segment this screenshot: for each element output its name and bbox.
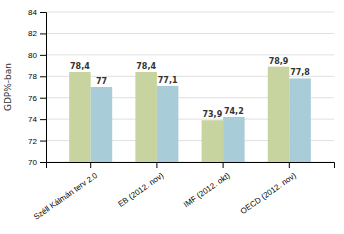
grid-line xyxy=(46,12,334,13)
y-tick: 80 xyxy=(28,51,46,60)
data-labels: 78,4 78,4 73,9 78,9 77 77,1 74,2 77,8 xyxy=(70,57,310,120)
y-tick-mark xyxy=(40,119,46,120)
y-tick-mark xyxy=(40,55,46,56)
chart: 78,4 78,4 73,9 78,9 77 77,1 74,2 77,8 70 72 74 76 78… xyxy=(0,0,344,234)
x-tick-mark xyxy=(289,162,290,168)
bar-series xyxy=(91,78,311,162)
y-axis-line xyxy=(40,13,47,163)
y-tick-mark xyxy=(40,12,46,13)
x-tick-label: EB (2012. nov) xyxy=(116,171,165,209)
bar xyxy=(91,87,113,162)
y-tick-label: 70 xyxy=(28,158,37,167)
grid xyxy=(46,12,334,162)
data-label: 77,8 xyxy=(290,68,310,77)
y-tick: 78 xyxy=(28,72,46,81)
y-tick-label: 72 xyxy=(28,137,37,146)
y-tick: 70 xyxy=(28,158,46,167)
x-tick-mark xyxy=(90,162,91,168)
bar xyxy=(268,67,290,162)
y-tick-mark xyxy=(40,33,46,34)
data-label: 77 xyxy=(96,77,107,86)
data-label: 73,9 xyxy=(202,110,222,119)
bar xyxy=(202,120,224,162)
y-axis-title: GDP%-ban xyxy=(3,63,13,111)
y-tick: 74 xyxy=(28,115,46,124)
x-tick: OECD (2012. nov) xyxy=(239,162,298,216)
x-tick: IMF (2012. okt) xyxy=(182,162,232,209)
x-tick: Széll Kálmán terv 2.0 xyxy=(32,162,100,222)
y-axis: 70 72 74 76 78 80 82 84 xyxy=(28,8,46,167)
x-tick-mark xyxy=(156,162,157,168)
y-tick-label: 76 xyxy=(28,94,37,103)
bar xyxy=(69,72,91,162)
y-tick: 72 xyxy=(28,137,46,146)
x-tick-label: IMF (2012. okt) xyxy=(182,171,232,210)
y-tick: 82 xyxy=(28,29,46,38)
data-label: 74,2 xyxy=(224,107,244,116)
y-tick: 84 xyxy=(28,8,46,17)
bar xyxy=(135,72,157,162)
x-tick-mark xyxy=(223,162,224,168)
x-tick-label: OECD (2012. nov) xyxy=(239,171,298,216)
bar xyxy=(223,117,245,162)
bar-series xyxy=(69,67,289,162)
x-axis: Széll Kálmán terv 2.0 EB (2012. nov) IMF (… xyxy=(32,162,334,222)
y-tick-mark xyxy=(40,162,46,163)
bar xyxy=(289,78,311,162)
bars xyxy=(69,67,311,162)
x-tick-label: Széll Kálmán terv 2.0 xyxy=(32,171,100,222)
y-tick-label: 78 xyxy=(28,72,37,81)
grid-line xyxy=(46,54,334,55)
y-tick-label: 80 xyxy=(28,51,37,60)
y-tick-label: 84 xyxy=(28,8,37,17)
data-label: 78,9 xyxy=(269,57,289,66)
y-tick-label: 82 xyxy=(28,29,37,38)
bar xyxy=(157,86,179,162)
y-tick-mark xyxy=(40,76,46,77)
data-label: 78,4 xyxy=(70,62,90,71)
data-label: 77,1 xyxy=(158,76,178,85)
y-tick: 76 xyxy=(28,94,46,103)
y-tick-mark xyxy=(40,141,46,142)
x-axis-line xyxy=(47,163,335,169)
x-tick: EB (2012. nov) xyxy=(116,162,165,209)
plot: 78,4 78,4 73,9 78,9 77 77,1 74,2 77,8 70 72 74 76 78… xyxy=(28,8,334,222)
y-tick-mark xyxy=(40,98,46,99)
y-tick-label: 74 xyxy=(28,115,37,124)
data-label: 78,4 xyxy=(136,62,156,71)
grid-line xyxy=(46,33,334,34)
